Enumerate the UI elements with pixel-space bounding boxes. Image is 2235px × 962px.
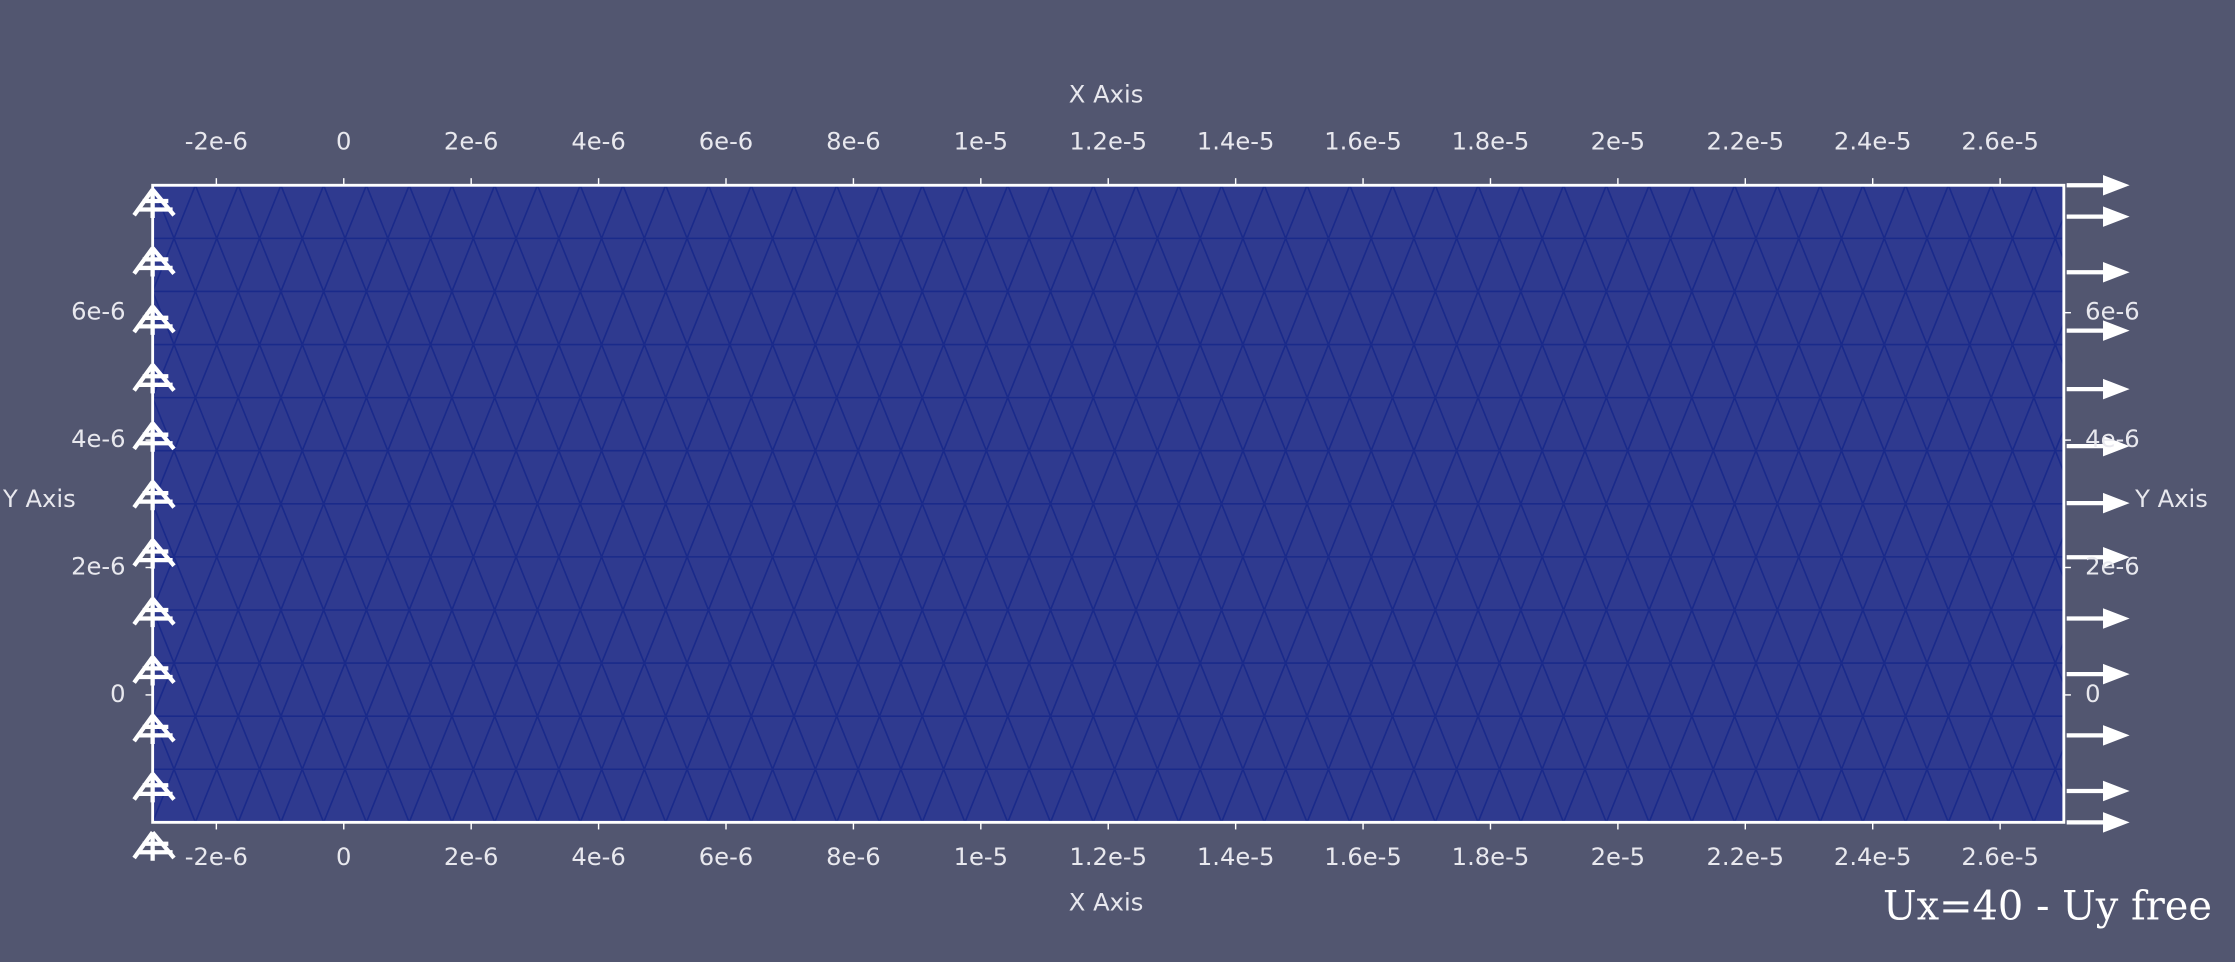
- y-axis-label-left: Y Axis: [2, 485, 76, 513]
- x-tick-label-top: 0: [336, 128, 351, 156]
- x-tick-label-top: 4e-6: [571, 128, 625, 156]
- x-tick-label-top: 2.6e-5: [1961, 128, 2039, 156]
- load-arrow: [2066, 206, 2130, 227]
- load-arrow: [2066, 547, 2130, 568]
- x-tick-label-bottom: 2e-6: [444, 843, 498, 871]
- fixed-support: [132, 597, 176, 628]
- x-tick-label-bottom: 2.6e-5: [1961, 843, 2039, 871]
- fixed-support: [132, 830, 176, 861]
- load-arrow: [2066, 261, 2130, 283]
- fixed-support: [132, 188, 176, 219]
- y-tick-label-right: 4e-6: [2085, 425, 2139, 453]
- y-tick-label-left: 6e-6: [71, 298, 125, 326]
- x-tick-label-top: 1.2e-5: [1069, 128, 1147, 156]
- x-tick-label-top: 1.4e-5: [1197, 128, 1275, 156]
- mesh-lines: [152, 185, 2064, 823]
- x-tick-label-bottom: 1.4e-5: [1197, 843, 1275, 871]
- y-tick-label-right: 0: [2085, 680, 2100, 708]
- x-tick-label-top: 2.4e-5: [1834, 128, 1912, 156]
- x-axis-label-top: X Axis: [1069, 80, 1144, 108]
- load-arrow: [2066, 435, 2130, 457]
- x-tick-label-bottom: 0: [336, 843, 351, 871]
- x-tick-label-bottom: 1.2e-5: [1069, 843, 1147, 871]
- x-tick-label-bottom: 2e-5: [1591, 843, 1645, 871]
- x-tick-label-top: 2e-6: [444, 128, 498, 156]
- load-arrow: [2066, 780, 2130, 802]
- y-tick-label-left: 2e-6: [71, 553, 125, 581]
- load-arrow: [2066, 812, 2130, 833]
- load-arrow: [2066, 378, 2130, 400]
- x-tick-label-top: 2.2e-5: [1707, 128, 1785, 156]
- x-tick-label-top: -2e-6: [185, 128, 248, 156]
- load-arrow: [2066, 608, 2130, 629]
- x-tick-label-bottom: 4e-6: [571, 843, 625, 871]
- x-tick-label-top: 1.6e-5: [1324, 128, 1402, 156]
- y-tick-label-right: 6e-6: [2085, 298, 2139, 326]
- fixed-support: [132, 714, 176, 744]
- fixed-support: [132, 305, 176, 335]
- load-arrow: [2066, 320, 2130, 341]
- x-tick-label-bottom: 1.8e-5: [1452, 843, 1530, 871]
- x-tick-label-top: 1e-5: [954, 128, 1008, 156]
- load-arrow: [2066, 175, 2130, 196]
- load-arrow: [2066, 663, 2130, 685]
- fixed-support: [132, 246, 176, 277]
- y-axis-label-right: Y Axis: [2134, 485, 2208, 513]
- load-arrow: [2066, 725, 2130, 746]
- fixed-support: [132, 655, 176, 686]
- y-tick-label-right: 2e-6: [2085, 553, 2139, 581]
- fixed-support: [132, 772, 176, 803]
- x-tick-label-bottom: 2.2e-5: [1707, 843, 1785, 871]
- y-tick-label-left: 4e-6: [71, 425, 125, 453]
- mesh-triangles: [152, 185, 2064, 823]
- y-tick-label-left: 0: [110, 680, 125, 708]
- x-tick-label-bottom: 2.4e-5: [1834, 843, 1912, 871]
- fixed-support: [132, 363, 176, 394]
- x-tick-label-top: 6e-6: [699, 128, 753, 156]
- x-tick-label-bottom: -2e-6: [185, 843, 248, 871]
- fixed-support: [132, 480, 176, 511]
- x-tick-label-bottom: 6e-6: [699, 843, 753, 871]
- annotation: Ux=40 - Uy free: [1883, 883, 2212, 929]
- x-tick-label-top: 1.8e-5: [1452, 128, 1530, 156]
- x-tick-label-top: 8e-6: [826, 128, 880, 156]
- x-axis-label-bottom: X Axis: [1069, 889, 1144, 917]
- x-tick-label-bottom: 8e-6: [826, 843, 880, 871]
- x-tick-label-bottom: 1.6e-5: [1324, 843, 1402, 871]
- fixed-support: [132, 538, 176, 569]
- fixed-support: [132, 421, 176, 452]
- load-arrow: [2066, 492, 2130, 514]
- boundary-conditions: [132, 175, 2130, 861]
- x-tick-label-bottom: 1e-5: [954, 843, 1008, 871]
- x-tick-label-top: 2e-5: [1591, 128, 1645, 156]
